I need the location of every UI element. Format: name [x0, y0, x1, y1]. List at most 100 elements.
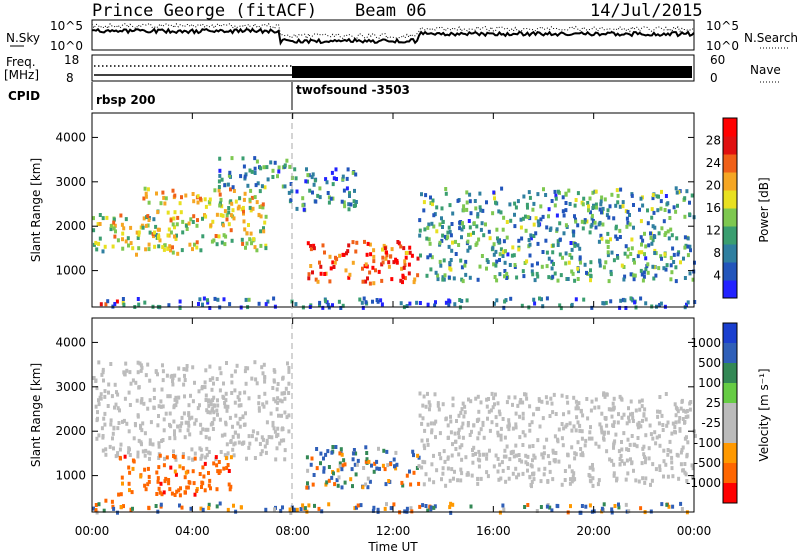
echo-cell: [540, 452, 544, 457]
echo-cell: [239, 174, 243, 179]
echo-cell: [355, 462, 359, 467]
echo-cell: [461, 435, 465, 440]
echo-cell: [418, 504, 422, 509]
echo-cell: [131, 246, 135, 251]
echo-cell: [614, 224, 618, 229]
echo-cell: [618, 235, 622, 239]
echo-cell: [216, 398, 219, 403]
echo-cell: [248, 441, 252, 446]
echo-cell: [617, 449, 621, 454]
echo-cell: [623, 251, 627, 256]
echo-cell: [272, 426, 276, 431]
echo-cell: [211, 376, 215, 381]
echo-cell: [688, 200, 691, 205]
echo-cell: [576, 420, 580, 425]
echo-cell: [636, 422, 640, 427]
echo-cell: [231, 185, 235, 190]
echo-cell: [104, 447, 108, 452]
echo-cell: [204, 214, 208, 219]
echo-cell: [461, 221, 464, 226]
echo-cell: [146, 406, 150, 411]
echo-cell: [591, 483, 595, 488]
echo-cell: [474, 396, 478, 401]
echo-cell: [351, 457, 355, 462]
echo-cell: [589, 268, 592, 273]
echo-cell: [185, 485, 189, 490]
echo-cell: [568, 202, 572, 206]
echo-cell: [617, 505, 621, 510]
echo-cell: [525, 202, 529, 207]
echo-cell: [247, 297, 251, 302]
echo-cell: [520, 459, 524, 464]
echo-cell: [92, 216, 95, 221]
echo-cell: [130, 490, 134, 495]
echo-cell: [102, 378, 105, 383]
echo-cell: [567, 410, 571, 415]
echo-cell: [352, 199, 356, 204]
echo-cell: [664, 231, 668, 236]
echo-cell: [583, 443, 587, 448]
echo-cell: [276, 382, 280, 386]
echo-cell: [661, 428, 665, 432]
echo-cell: [560, 482, 564, 487]
echo-cell: [429, 195, 432, 200]
echo-cell: [328, 254, 332, 259]
echo-cell: [178, 306, 182, 310]
echo-cell: [493, 392, 497, 397]
echo-cell: [336, 483, 340, 488]
echo-cell: [639, 268, 643, 273]
echo-cell: [131, 378, 135, 383]
echo-cell: [191, 469, 195, 474]
echo-cell: [196, 218, 199, 223]
echo-cell: [600, 236, 604, 241]
echo-cell: [372, 281, 376, 286]
echo-cell: [338, 451, 342, 456]
echo-cell: [441, 219, 445, 224]
echo-cell: [579, 447, 583, 451]
echo-cell: [685, 479, 689, 483]
velocity-echo-cells: [92, 360, 697, 515]
echo-cell: [283, 163, 287, 168]
echo-cell: [157, 465, 161, 470]
colorbar-tick-label: -1000: [686, 476, 721, 490]
echo-cell: [217, 185, 221, 189]
echo-cell: [502, 239, 506, 244]
echo-cell: [589, 479, 593, 484]
echo-cell: [482, 452, 485, 457]
colorbar-swatch: [723, 403, 737, 424]
echo-cell: [240, 441, 244, 446]
echo-cell: [436, 277, 440, 282]
echo-cell: [171, 222, 175, 227]
echo-cell: [528, 428, 532, 433]
echo-cell: [426, 255, 430, 260]
echo-cell: [412, 470, 416, 475]
echo-cell: [518, 458, 522, 463]
echo-cell: [151, 442, 155, 447]
echo-cell: [671, 504, 675, 509]
echo-cell: [242, 422, 246, 427]
echo-cell: [626, 209, 630, 214]
echo-cell: [353, 188, 356, 193]
echo-cell: [662, 448, 666, 453]
echo-cell: [331, 445, 335, 449]
echo-cell: [127, 446, 131, 451]
echo-cell: [662, 219, 666, 224]
echo-cell: [386, 463, 390, 468]
echo-cell: [668, 439, 672, 444]
echo-cell: [639, 424, 643, 429]
echo-cell: [659, 199, 663, 204]
echo-cell: [567, 188, 571, 193]
echo-cell: [640, 242, 643, 247]
echo-cell: [136, 370, 140, 375]
echo-cell: [498, 412, 502, 417]
echo-cell: [464, 455, 468, 460]
echo-cell: [281, 427, 285, 431]
echo-cell: [223, 242, 227, 247]
echo-cell: [103, 394, 107, 399]
echo-cell: [649, 235, 653, 240]
echo-cell: [330, 170, 334, 175]
echo-cell: [684, 415, 688, 420]
echo-cell: [331, 260, 335, 265]
echo-cell: [629, 272, 633, 277]
echo-cell: [375, 466, 379, 471]
